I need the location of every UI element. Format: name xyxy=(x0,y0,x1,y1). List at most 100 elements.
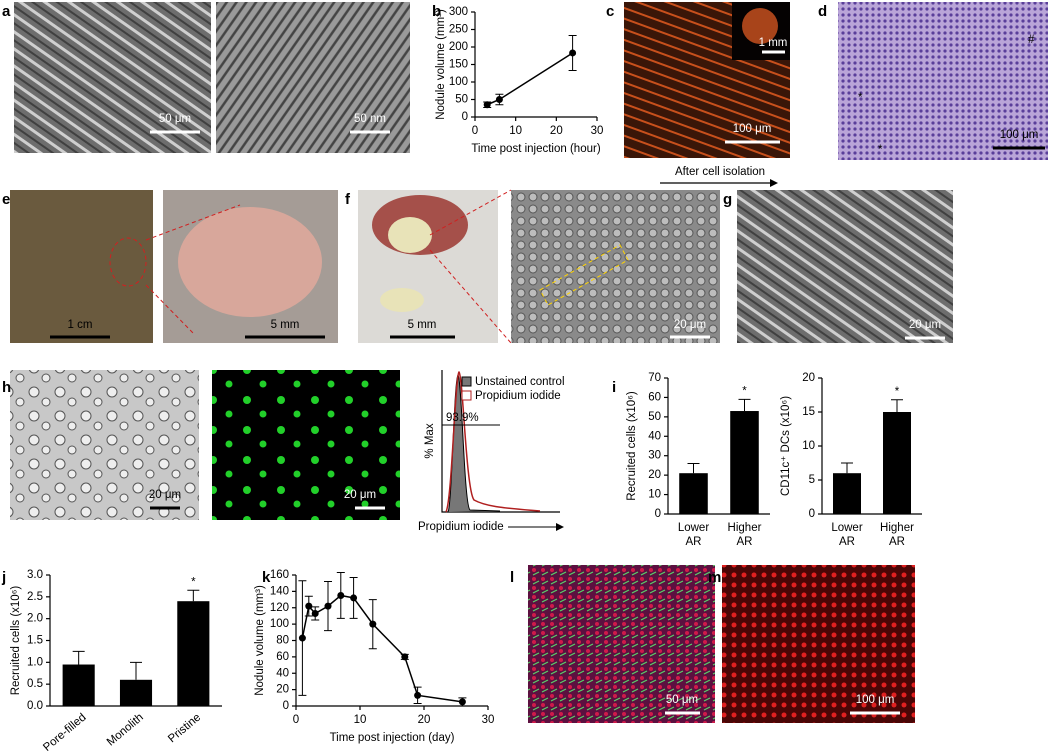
point xyxy=(401,653,409,661)
panel-label: d xyxy=(818,3,827,20)
mouse-image xyxy=(10,190,153,343)
arrow-label: After cell isolation xyxy=(675,166,765,178)
y-axis-label: Recruited cells (x10⁶) xyxy=(10,586,22,696)
y-tick-label: 200 xyxy=(449,41,468,53)
y-tick-label: 40 xyxy=(276,667,289,679)
histology-image xyxy=(838,2,1048,160)
marker: # xyxy=(1028,34,1035,46)
y-axis-label: % Max xyxy=(424,423,436,458)
x-tick-label: 0 xyxy=(293,714,299,726)
axis xyxy=(441,370,560,513)
x-tick-label: Higher AR xyxy=(880,522,914,548)
scale-label: 5 mm xyxy=(271,319,300,331)
legend-label: Unstained control xyxy=(475,376,565,388)
x-axis-label: Time post injection (hour) xyxy=(471,143,600,155)
y-tick-label: 60 xyxy=(276,651,289,663)
y-axis-label: Nodule volume (mm³) xyxy=(435,9,447,120)
inset-blob xyxy=(742,8,778,44)
panel-label: h xyxy=(2,379,11,396)
point xyxy=(495,96,503,103)
error-bar xyxy=(72,650,85,665)
legend-label: Propidium iodide xyxy=(475,390,561,402)
bar xyxy=(833,473,861,514)
confocal-image xyxy=(722,565,915,723)
x-axis-label: Propidium iodide xyxy=(418,521,504,533)
point xyxy=(337,591,345,599)
y-tick-label: 20 xyxy=(802,372,815,384)
bar xyxy=(177,601,210,706)
y-tick-label: 5 xyxy=(809,474,815,486)
x-tick-label: Lower AR xyxy=(831,522,862,548)
bar xyxy=(730,411,759,514)
y-tick-label: 0 xyxy=(462,111,468,123)
confocal-image xyxy=(528,565,715,723)
scale-label: 50 μm xyxy=(159,113,191,125)
panel-label: a xyxy=(2,3,11,20)
scale-label: 50 μm xyxy=(666,694,698,706)
x-tick-label: Monolith xyxy=(105,711,146,748)
y-tick-label: 70 xyxy=(648,372,661,384)
y-tick-label: 100 xyxy=(449,76,468,88)
error-bar xyxy=(738,398,751,412)
point xyxy=(305,602,313,610)
zoom-line xyxy=(429,189,512,236)
bar xyxy=(62,664,95,706)
y-tick-label: 160 xyxy=(270,569,289,581)
significance: * xyxy=(742,385,747,397)
x-tick-label: 20 xyxy=(550,125,563,137)
point xyxy=(324,602,332,610)
y-tick-label: 50 xyxy=(455,94,468,106)
x-tick-label: Pore-filled xyxy=(41,711,88,751)
scale-bars xyxy=(50,50,1045,715)
point xyxy=(298,634,306,642)
scale-label: 50 nm xyxy=(354,113,386,125)
scale-label: 100 μm xyxy=(856,694,895,706)
arrow-head xyxy=(556,523,564,531)
error-bar xyxy=(891,399,903,412)
zoom-line xyxy=(145,284,196,336)
arrow-head xyxy=(770,179,778,187)
panel-label: e xyxy=(2,191,10,208)
scale-label: 20 μm xyxy=(674,319,706,331)
error-bar xyxy=(187,589,200,602)
legend-swatch xyxy=(461,376,472,387)
panel-label: l xyxy=(510,569,514,586)
point xyxy=(483,101,491,109)
marker: * xyxy=(858,92,863,104)
y-tick-label: 60 xyxy=(648,391,661,403)
scale-label: 1 mm xyxy=(759,37,788,49)
point xyxy=(458,698,466,706)
x-tick-label: Pristine xyxy=(166,711,203,745)
scale-label: 20 μm xyxy=(149,489,181,501)
y-tick-label: 10 xyxy=(648,489,661,501)
error-bar xyxy=(841,462,853,474)
y-tick-label: 1.5 xyxy=(27,635,43,647)
y-tick-label: 0.0 xyxy=(27,700,43,712)
zoom-line xyxy=(145,204,241,241)
y-tick-label: 30 xyxy=(648,450,661,462)
x-tick-label: 30 xyxy=(482,714,495,726)
legend-swatch xyxy=(461,390,472,401)
panel-label: c xyxy=(606,3,614,20)
point xyxy=(569,49,577,57)
x-axis-label: Time post injection (day) xyxy=(330,732,455,744)
y-tick-label: 15 xyxy=(802,406,815,418)
panel-label: i xyxy=(612,379,616,396)
x-tick-label: 0 xyxy=(472,125,478,137)
live-cells-image xyxy=(212,370,400,520)
nodule xyxy=(178,207,322,317)
error-bar xyxy=(687,462,700,474)
panel-label: m xyxy=(708,569,721,586)
y-axis-label: CD11c⁺ DCs (x10⁶) xyxy=(780,396,792,496)
scale-label: 5 mm xyxy=(408,319,437,331)
y-tick-label: 3.0 xyxy=(27,569,43,581)
y-tick-label: 140 xyxy=(270,585,289,597)
error-bar xyxy=(130,661,142,680)
y-axis-label: Recruited cells (x10⁶) xyxy=(626,391,638,501)
y-tick-label: 10 xyxy=(802,440,815,452)
y-tick-label: 150 xyxy=(449,59,468,71)
rod-outline xyxy=(539,244,629,306)
y-axis-label: Nodule volume (mm³) xyxy=(254,585,266,696)
